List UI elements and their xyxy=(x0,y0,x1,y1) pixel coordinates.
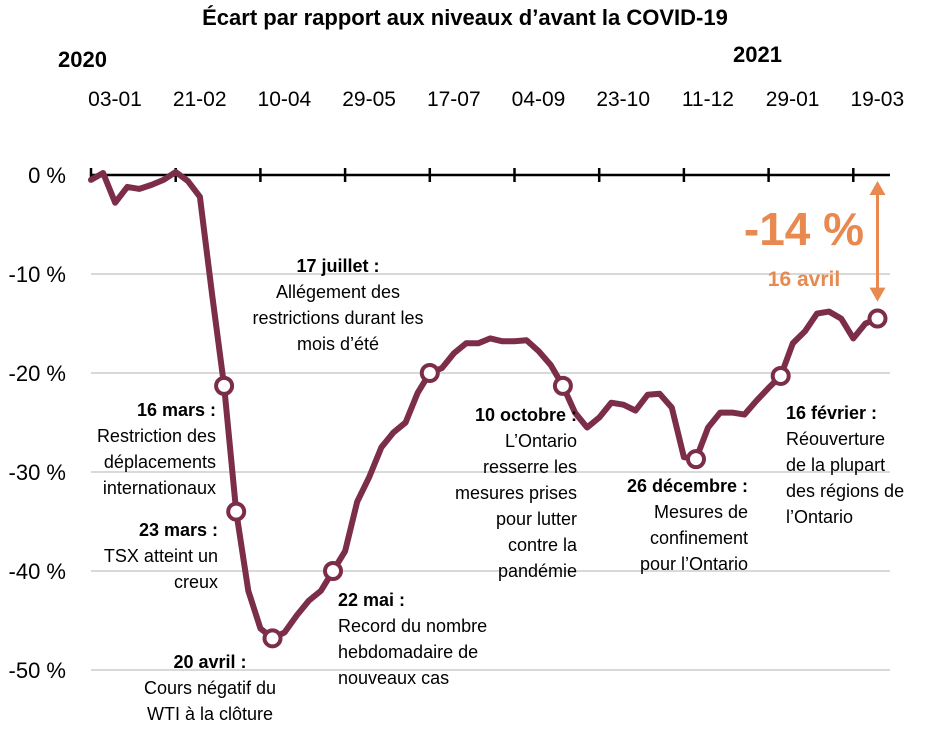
annotation-heading: 22 mai : xyxy=(338,590,405,610)
annotation-line: déplacements xyxy=(104,452,216,472)
x-tick-label: 29-01 xyxy=(766,88,820,111)
event-marker xyxy=(867,308,888,329)
x-tick-label: 03-01 xyxy=(88,88,142,111)
year-label-2020: 2020 xyxy=(58,47,107,72)
annotation-line: de la plupart xyxy=(786,455,885,475)
series-line xyxy=(88,169,881,642)
x-tick-label: 04-09 xyxy=(512,88,566,111)
annotation-line: hebdomadaire de xyxy=(338,642,478,662)
annotation-heading: 16 février : xyxy=(786,403,877,423)
annotation-mar23: 23 mars : TSX atteint un creux xyxy=(104,520,218,592)
annotation-line: internationaux xyxy=(103,478,216,498)
annotation-line: Restriction des xyxy=(97,426,216,446)
event-marker xyxy=(262,628,283,649)
event-marker xyxy=(323,561,343,581)
annotation-line: Mesures de xyxy=(654,502,748,522)
annotation-apr20: 20 avril : Cours négatif du WTI à la clôtu… xyxy=(144,652,276,724)
y-tick-label: -40 % xyxy=(9,559,66,584)
event-markers xyxy=(214,308,888,649)
y-tick-label: -50 % xyxy=(9,658,66,683)
annotation-feb16: 16 février : Réouverture de la plupart des … xyxy=(786,403,904,527)
y-tick-label: -20 % xyxy=(9,361,66,386)
annotation-line: resserre les xyxy=(483,457,577,477)
event-marker xyxy=(226,501,247,522)
annotation-line: l’Ontario xyxy=(786,507,853,527)
annotation-line: TSX atteint un xyxy=(104,546,218,566)
highlight-arrow-head-up xyxy=(869,181,886,195)
x-tick-label: 23-10 xyxy=(596,88,650,111)
annotation-may22: 22 mai : Record du nombre hebdomadaire de n… xyxy=(338,590,487,688)
annotation-line: Record du nombre xyxy=(338,616,487,636)
highlight-date-label: 16 avril xyxy=(768,268,840,291)
chart-title: Écart par rapport aux niveaux d’avant la… xyxy=(202,5,728,30)
annotation-heading: 10 octobre : xyxy=(475,405,577,425)
x-tick-label: 11-12 xyxy=(682,88,734,111)
event-marker xyxy=(214,375,235,396)
annotation-line: pandémie xyxy=(498,561,577,581)
y-tick-labels: 0 % -10 % -20 % -30 % -40 % -50 % xyxy=(9,163,66,683)
x-tick-label: 29-05 xyxy=(342,88,396,111)
annotation-line: des régions de xyxy=(786,481,904,501)
x-axis xyxy=(89,168,890,182)
highlight-arrow-head-down xyxy=(869,287,886,302)
annotation-heading: 23 mars : xyxy=(139,520,218,540)
annotation-line: mesures prises xyxy=(455,483,577,503)
annotation-line: WTI à la clôture xyxy=(147,704,273,724)
annotation-line: nouveaux cas xyxy=(338,668,449,688)
annotation-line: Allégement des xyxy=(276,282,400,302)
annotation-mar16: 16 mars : Restriction des déplacements inte… xyxy=(97,400,216,498)
year-label-2021: 2021 xyxy=(733,42,782,67)
annotation-line: mois d’été xyxy=(297,334,379,354)
annotation-line: pour lutter xyxy=(496,509,577,529)
event-marker xyxy=(770,365,791,386)
annotation-heading: 26 décembre : xyxy=(627,476,748,496)
annotations: 16 mars : Restriction des déplacements inte… xyxy=(97,256,904,724)
event-marker xyxy=(419,363,440,383)
annotation-line: Cours négatif du xyxy=(144,678,276,698)
y-tick-label: 0 % xyxy=(28,163,66,188)
annotation-line: Réouverture xyxy=(786,429,885,449)
y-tick-label: -30 % xyxy=(9,460,66,485)
y-tick-label: -10 % xyxy=(9,262,66,287)
event-marker xyxy=(686,449,706,470)
highlight-value-label: -14 % xyxy=(744,203,864,255)
x-tick-label: 10-04 xyxy=(258,88,312,111)
annotation-line: pour l’Ontario xyxy=(640,554,748,574)
annotation-oct10: 10 octobre : L’Ontario resserre les mesures… xyxy=(455,405,578,581)
x-tick-label: 19-03 xyxy=(850,88,904,111)
annotation-heading: 17 juillet : xyxy=(296,256,379,276)
year-labels: 2020 2021 xyxy=(58,42,782,72)
annotation-line: confinement xyxy=(650,528,748,548)
x-tick-labels: 03-01 21-02 10-04 29-05 17-07 04-09 23-10 11-12… xyxy=(88,88,904,111)
annotation-line: L’Ontario xyxy=(505,431,577,451)
x-tick-label: 21-02 xyxy=(173,88,227,111)
annotation-heading: 16 mars : xyxy=(137,400,216,420)
annotation-jul17: 17 juillet : Allégement des restrictions d… xyxy=(252,256,423,354)
annotation-dec26: 26 décembre : Mesures de confinement pour l… xyxy=(627,476,748,574)
annotation-line: contre la xyxy=(508,535,578,555)
event-marker xyxy=(552,375,573,396)
annotation-line: restrictions durant les xyxy=(252,308,423,328)
annotation-line: creux xyxy=(174,572,218,592)
highlight-arrow xyxy=(869,181,886,302)
annotation-heading: 20 avril : xyxy=(173,652,246,672)
x-tick-label: 17-07 xyxy=(427,88,481,111)
